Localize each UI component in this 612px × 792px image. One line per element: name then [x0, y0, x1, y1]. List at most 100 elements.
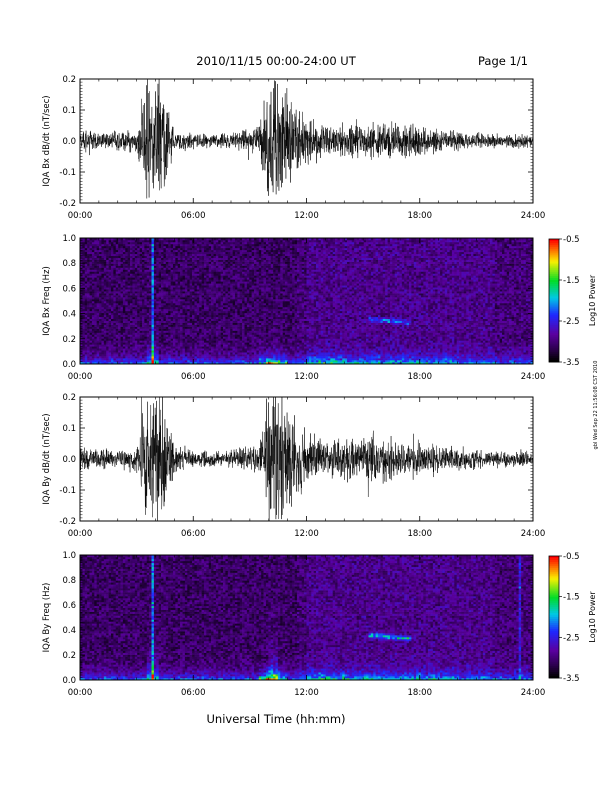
heatmap-cell	[256, 238, 260, 241]
heatmap-cell	[103, 273, 107, 276]
heatmap-cell	[149, 348, 152, 351]
heatmap-cell	[127, 297, 131, 300]
heatmap-cell	[194, 249, 198, 253]
heatmap-cell	[215, 263, 219, 266]
heatmap-cell	[115, 328, 119, 331]
heatmap-cell	[246, 354, 250, 357]
heatmap-cell	[227, 342, 231, 345]
heatmap-cell	[151, 308, 155, 312]
heatmap-cell	[177, 265, 181, 268]
heatmap-cell	[139, 285, 143, 288]
heatmap-cell	[175, 277, 179, 280]
heatmap-cell	[254, 289, 257, 292]
heatmap-cell	[223, 346, 226, 349]
heatmap-cell	[256, 243, 260, 247]
heatmap-cell	[237, 249, 241, 253]
heatmap-cell	[232, 285, 236, 288]
heatmap-cell	[161, 308, 164, 312]
heatmap-cell	[172, 239, 176, 243]
heatmap-cell	[89, 340, 93, 343]
heatmap-cell	[82, 338, 86, 341]
heatmap-cell	[172, 257, 176, 260]
heatmap-cell	[215, 291, 219, 294]
heatmap-cell	[101, 352, 105, 355]
heatmap-cell	[203, 320, 207, 323]
heatmap-cell	[84, 259, 88, 262]
heatmap-cell	[232, 265, 236, 268]
heatmap-cell	[151, 310, 155, 314]
heatmap-cell	[106, 350, 109, 353]
heatmap-cell	[158, 310, 162, 314]
heatmap-cell	[192, 245, 195, 249]
heatmap-cell	[172, 299, 176, 302]
heatmap-cell	[223, 350, 226, 353]
heatmap-cell	[211, 358, 214, 361]
heatmap-cell	[244, 283, 248, 286]
heatmap-cell	[225, 293, 229, 296]
heatmap-cell	[120, 320, 124, 323]
heatmap-cell	[206, 346, 210, 349]
heatmap-cell	[118, 283, 121, 286]
heatmap-cell	[170, 326, 174, 329]
heatmap-cell	[101, 255, 105, 258]
heatmap-cell	[251, 316, 255, 320]
heatmap-cell	[168, 285, 171, 288]
heatmap-cell	[211, 299, 214, 302]
heatmap-cell	[94, 301, 97, 304]
heatmap-cell	[149, 324, 152, 327]
heatmap-cell	[225, 358, 229, 361]
heatmap-cell	[187, 304, 190, 308]
heatmap-cell	[201, 336, 205, 339]
heatmap-cell	[254, 302, 257, 306]
heatmap-cell	[125, 263, 128, 266]
heatmap-cell	[218, 283, 221, 286]
heatmap-cell	[165, 239, 169, 243]
heatmap-cell	[223, 328, 226, 331]
heatmap-cell	[177, 289, 181, 292]
heatmap-cell	[115, 336, 119, 339]
heatmap-cell	[201, 362, 205, 365]
heatmap-cell	[165, 354, 169, 357]
heatmap-cell	[84, 344, 88, 347]
heatmap-cell	[220, 334, 224, 337]
heatmap-cell	[170, 289, 174, 292]
heatmap-cell	[80, 267, 83, 270]
heatmap-cell	[137, 336, 140, 339]
heatmap-cell	[158, 279, 162, 282]
heatmap-cell	[242, 336, 245, 339]
heatmap-cell	[106, 261, 109, 264]
heatmap-cell	[101, 245, 105, 249]
heatmap-cell	[218, 293, 221, 296]
heatmap-cell	[144, 273, 148, 276]
heatmap-cell	[189, 324, 193, 327]
heatmap-cell	[110, 275, 114, 278]
heatmap-cell	[223, 239, 226, 243]
heatmap-cell	[161, 261, 164, 264]
heatmap-cell	[206, 334, 210, 337]
heatmap-cell	[215, 304, 219, 308]
heatmap-cell	[106, 346, 109, 349]
heatmap-cell	[149, 285, 152, 288]
heatmap-cell	[244, 293, 248, 296]
heatmap-cell	[206, 362, 210, 365]
heatmap-cell	[213, 267, 217, 270]
heatmap-cell	[122, 344, 126, 347]
heatmap-cell	[242, 269, 245, 272]
heatmap-cell	[168, 277, 171, 280]
heatmap-cell	[130, 269, 133, 272]
heatmap-cell	[180, 279, 183, 282]
heatmap-cell	[189, 287, 193, 290]
heatmap-cell	[203, 293, 207, 296]
heatmap-cell	[89, 320, 93, 323]
heatmap-cell	[218, 279, 221, 282]
heatmap-cell	[258, 326, 262, 329]
heatmap-cell	[134, 261, 138, 264]
heatmap-cell	[96, 322, 100, 325]
heatmap-cell	[189, 281, 193, 284]
heatmap-cell	[213, 239, 217, 243]
heatmap-cell	[246, 243, 250, 247]
heatmap-cell	[96, 358, 100, 361]
heatmap-cell	[132, 346, 136, 349]
heatmap-cell	[130, 352, 133, 355]
heatmap-cell	[234, 249, 238, 253]
